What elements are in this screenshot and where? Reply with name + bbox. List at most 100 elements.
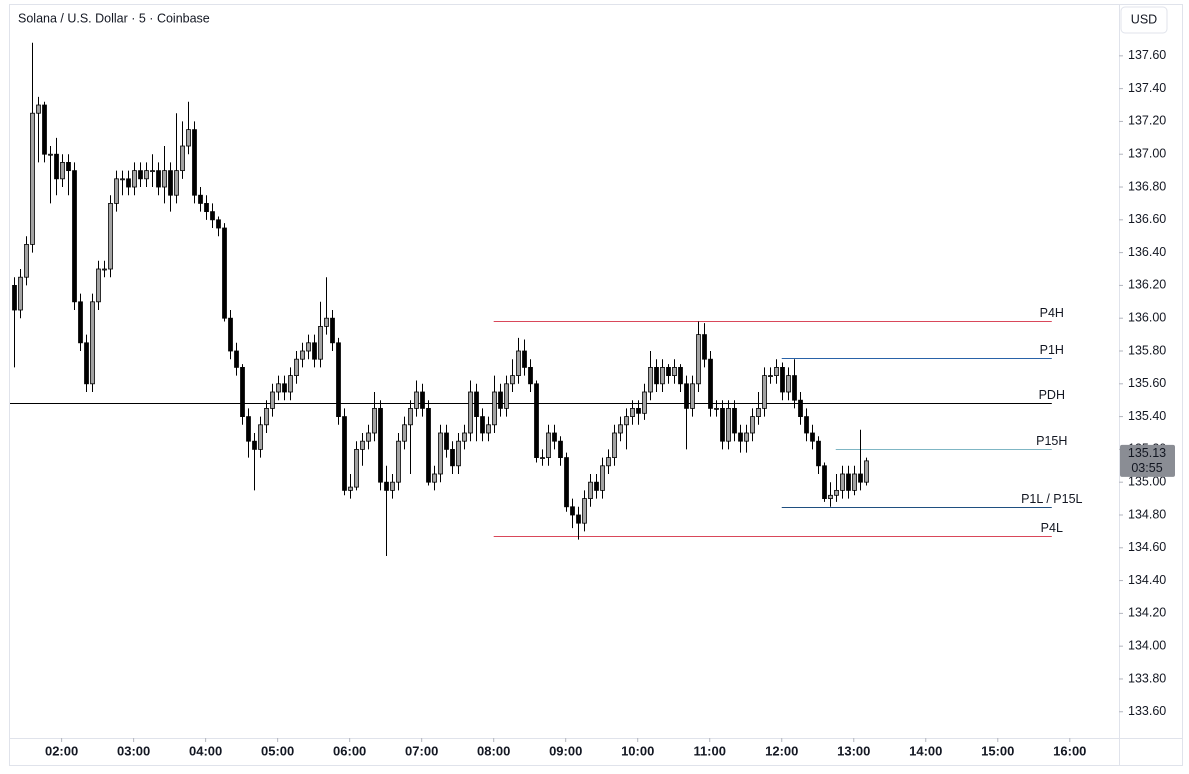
candle-body xyxy=(156,170,161,188)
candle-body xyxy=(198,194,203,204)
candle-body xyxy=(864,460,869,483)
x-tick-label: 08:00 xyxy=(477,743,510,758)
candle-body xyxy=(246,416,251,442)
candle-body xyxy=(576,514,581,524)
level-label: P1H xyxy=(1040,343,1064,357)
candle-body xyxy=(378,407,383,483)
y-tick-label: 136.60 xyxy=(1128,212,1166,226)
candle-body xyxy=(420,391,425,409)
x-tick-label: 11:00 xyxy=(693,743,726,758)
y-tick-label: 137.20 xyxy=(1128,114,1166,128)
candle-body xyxy=(762,375,767,409)
candle-body xyxy=(330,317,335,344)
candle-body xyxy=(726,407,731,442)
candle-body xyxy=(144,170,149,180)
x-tick-label: 05:00 xyxy=(261,743,294,758)
candle-body xyxy=(324,317,329,327)
candle-body xyxy=(558,440,563,458)
candle-body xyxy=(288,375,293,393)
candle-body xyxy=(228,317,233,352)
candle-body xyxy=(294,358,299,376)
candle-body xyxy=(54,153,59,180)
candle-body xyxy=(630,407,635,417)
candle-body xyxy=(204,203,209,213)
y-tick-label: 134.60 xyxy=(1128,540,1166,554)
candle-body xyxy=(162,170,167,188)
candle-body xyxy=(618,424,623,434)
candle-body xyxy=(744,432,749,442)
candle-body xyxy=(708,358,713,409)
level-label: P15H xyxy=(1036,434,1067,448)
candle-body xyxy=(624,416,629,426)
candle-body xyxy=(342,416,347,491)
level-label: PDH xyxy=(1039,388,1065,402)
candle-body xyxy=(120,178,125,181)
countdown: 03:55 xyxy=(1131,461,1162,475)
x-tick-label: 16:00 xyxy=(1053,743,1086,758)
candle-body xyxy=(36,104,41,114)
currency[interactable]: USD xyxy=(1131,12,1157,26)
candle-body xyxy=(126,178,131,188)
candle-body xyxy=(72,170,77,303)
candle-body xyxy=(18,276,23,311)
candle-body xyxy=(738,432,743,442)
candle-body xyxy=(366,432,371,442)
candle-body xyxy=(660,367,665,385)
y-tick-label: 135.40 xyxy=(1128,409,1166,423)
candle-body xyxy=(678,367,683,385)
candle-body xyxy=(780,367,785,393)
candle-body xyxy=(840,473,845,491)
candle-body xyxy=(606,457,611,467)
candle-body xyxy=(42,104,47,155)
candle-body xyxy=(66,162,71,172)
candle-body xyxy=(186,129,191,147)
candle-body xyxy=(438,432,443,475)
candle-body xyxy=(540,457,545,459)
candle-body xyxy=(480,416,485,434)
candle-body xyxy=(180,145,185,172)
candle-body xyxy=(300,350,305,360)
candle-body xyxy=(648,367,653,393)
candle-body xyxy=(636,407,641,414)
candle-body xyxy=(276,383,281,393)
candle-body xyxy=(666,367,671,376)
candle-body xyxy=(732,407,737,434)
x-tick-label: 09:00 xyxy=(549,743,582,758)
y-tick-label: 136.80 xyxy=(1128,179,1166,193)
candle-body xyxy=(702,334,707,360)
candle-body xyxy=(372,407,377,434)
candle-body xyxy=(594,481,599,491)
candle-body xyxy=(252,440,257,450)
candle-body xyxy=(468,391,473,434)
candle-body xyxy=(570,506,575,516)
candle-body xyxy=(600,465,605,491)
candle-body xyxy=(234,350,239,368)
candle-body xyxy=(462,432,467,442)
candle-body xyxy=(108,203,113,270)
candle-body xyxy=(318,326,323,360)
candle-body xyxy=(138,170,143,180)
candle-body xyxy=(552,432,557,442)
candle-body xyxy=(12,285,17,311)
candle-body xyxy=(84,342,89,385)
y-tick-label: 136.00 xyxy=(1128,311,1166,325)
candle-body xyxy=(24,244,29,278)
currency-button[interactable] xyxy=(1120,6,1168,34)
candle-body xyxy=(102,268,107,271)
y-tick-label: 134.80 xyxy=(1128,507,1166,521)
x-tick-label: 03:00 xyxy=(117,743,150,758)
level-label: P4H xyxy=(1040,306,1064,320)
y-tick-label: 137.60 xyxy=(1128,48,1166,62)
candle-body xyxy=(834,489,839,496)
candle-body xyxy=(426,407,431,483)
candle-body xyxy=(564,457,569,508)
y-tick-label: 137.40 xyxy=(1128,81,1166,95)
candle-body xyxy=(486,424,491,434)
candle-body xyxy=(720,407,725,442)
frame xyxy=(9,4,1183,766)
candle-body xyxy=(210,211,215,221)
candle-body xyxy=(846,473,851,491)
candle-body xyxy=(474,391,479,417)
candle-body xyxy=(216,219,221,229)
